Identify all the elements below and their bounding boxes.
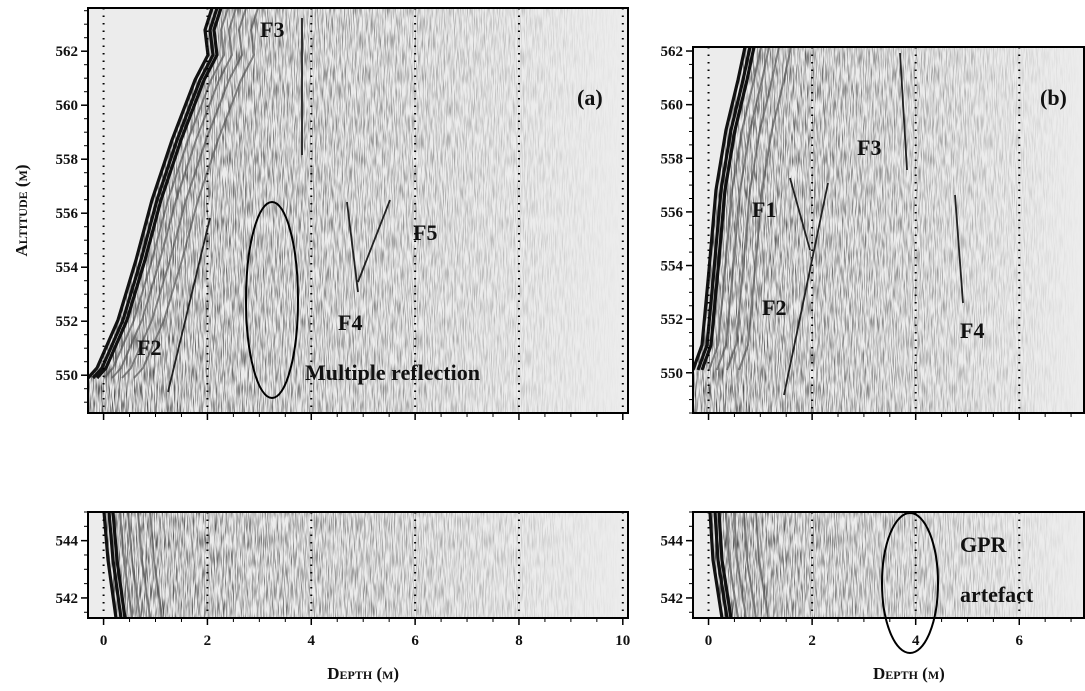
texture-group <box>104 512 628 618</box>
annotation: F3 <box>260 17 284 42</box>
y-tick-label: 544 <box>56 534 79 550</box>
y-tick-label: 556 <box>56 206 79 222</box>
reflection-band <box>696 47 752 371</box>
reflection-band <box>88 8 214 380</box>
panel-label: (b) <box>1040 85 1067 110</box>
reflection-band <box>755 512 769 618</box>
y-tick-label: 542 <box>661 591 684 607</box>
x-tick-label: 10 <box>615 633 630 649</box>
annotation: F2 <box>762 295 786 320</box>
reflection-band <box>107 512 123 618</box>
reflection-band <box>693 47 747 371</box>
texture <box>104 512 628 618</box>
fault-line <box>789 177 811 251</box>
reflection-band <box>103 8 229 379</box>
y-tick-label: 560 <box>661 98 684 114</box>
x-tick-label: 6 <box>1016 633 1024 649</box>
reflection-band <box>716 47 770 371</box>
x-axis-label: Depth (m) <box>327 664 399 683</box>
fault-line <box>899 52 908 171</box>
texture-group <box>693 47 1084 413</box>
reflection-band <box>708 512 724 618</box>
y-tick-label: 552 <box>661 312 684 328</box>
x-tick-label: 8 <box>515 633 523 649</box>
panel-label: (a) <box>577 85 603 110</box>
x-tick-label: 0 <box>705 633 713 649</box>
x-tick-label: 2 <box>808 633 816 649</box>
reflection-band <box>119 512 133 618</box>
y-tick-label: 552 <box>56 314 79 330</box>
highlight-ellipse <box>245 201 299 399</box>
fault-line <box>783 182 829 396</box>
frame <box>692 46 1085 414</box>
fault-line <box>357 199 391 283</box>
texture <box>693 47 1084 413</box>
annotation: F2 <box>137 335 161 360</box>
reflection-band <box>121 8 247 379</box>
annotation: F4 <box>338 310 362 335</box>
y-tick-label: 554 <box>56 260 79 276</box>
x-tick-label: 6 <box>411 633 419 649</box>
reflection-band <box>111 8 237 379</box>
frame <box>87 511 629 619</box>
y-tick-label: 550 <box>56 368 79 384</box>
fault-line <box>346 201 359 293</box>
reflection-band <box>708 47 762 371</box>
reflection-band <box>111 512 127 618</box>
reflection-band <box>743 512 757 618</box>
highlight-ellipse <box>881 512 939 654</box>
reflection-band <box>738 47 792 371</box>
y-tick-label: 550 <box>661 366 684 382</box>
frame <box>692 511 1085 619</box>
y-tick-label: 562 <box>56 44 79 60</box>
reflection-band <box>127 512 141 618</box>
y-tick-label: 562 <box>661 44 684 60</box>
y-tick-label: 554 <box>661 259 684 275</box>
y-axis-label: Altitude (m) <box>12 164 31 256</box>
annotation: artefact <box>960 582 1034 607</box>
x-tick-label: 0 <box>100 633 108 649</box>
reflection-band <box>95 8 223 380</box>
y-tick-label: 544 <box>661 534 684 550</box>
x-tick-label: 4 <box>912 633 920 649</box>
annotation: F1 <box>752 197 776 222</box>
reflection-band <box>713 512 729 618</box>
y-tick-label: 558 <box>661 151 684 167</box>
reflection-band <box>733 512 747 618</box>
x-tick-label: 2 <box>204 633 212 649</box>
reflection-band <box>102 512 118 618</box>
reflection-band <box>717 512 733 618</box>
annotation: GPR <box>960 532 1008 557</box>
frame <box>87 7 629 414</box>
reflection-band <box>91 8 219 380</box>
reflection-band <box>133 8 259 379</box>
reflection-band <box>137 512 151 618</box>
reflection-band <box>725 512 739 618</box>
annotation: F4 <box>960 318 984 343</box>
y-tick-label: 556 <box>661 205 684 221</box>
fault-line <box>167 217 211 393</box>
y-tick-label: 542 <box>56 591 79 607</box>
reflection-band <box>726 47 780 371</box>
radargram <box>693 47 1084 413</box>
annotation: F5 <box>413 220 437 245</box>
annotation: Multiple reflection <box>305 360 480 385</box>
x-axis-label: Depth (m) <box>873 664 945 683</box>
x-tick-label: 4 <box>308 633 316 649</box>
radargram <box>88 512 628 618</box>
y-tick-label: 560 <box>56 98 79 114</box>
texture <box>710 512 1084 618</box>
radargram <box>88 8 628 413</box>
y-tick-label: 558 <box>56 152 79 168</box>
reflection-band <box>149 512 163 618</box>
texture-group <box>710 512 1084 618</box>
reflection-band <box>700 47 756 371</box>
annotation: F3 <box>857 135 881 160</box>
fault-line <box>954 194 964 304</box>
